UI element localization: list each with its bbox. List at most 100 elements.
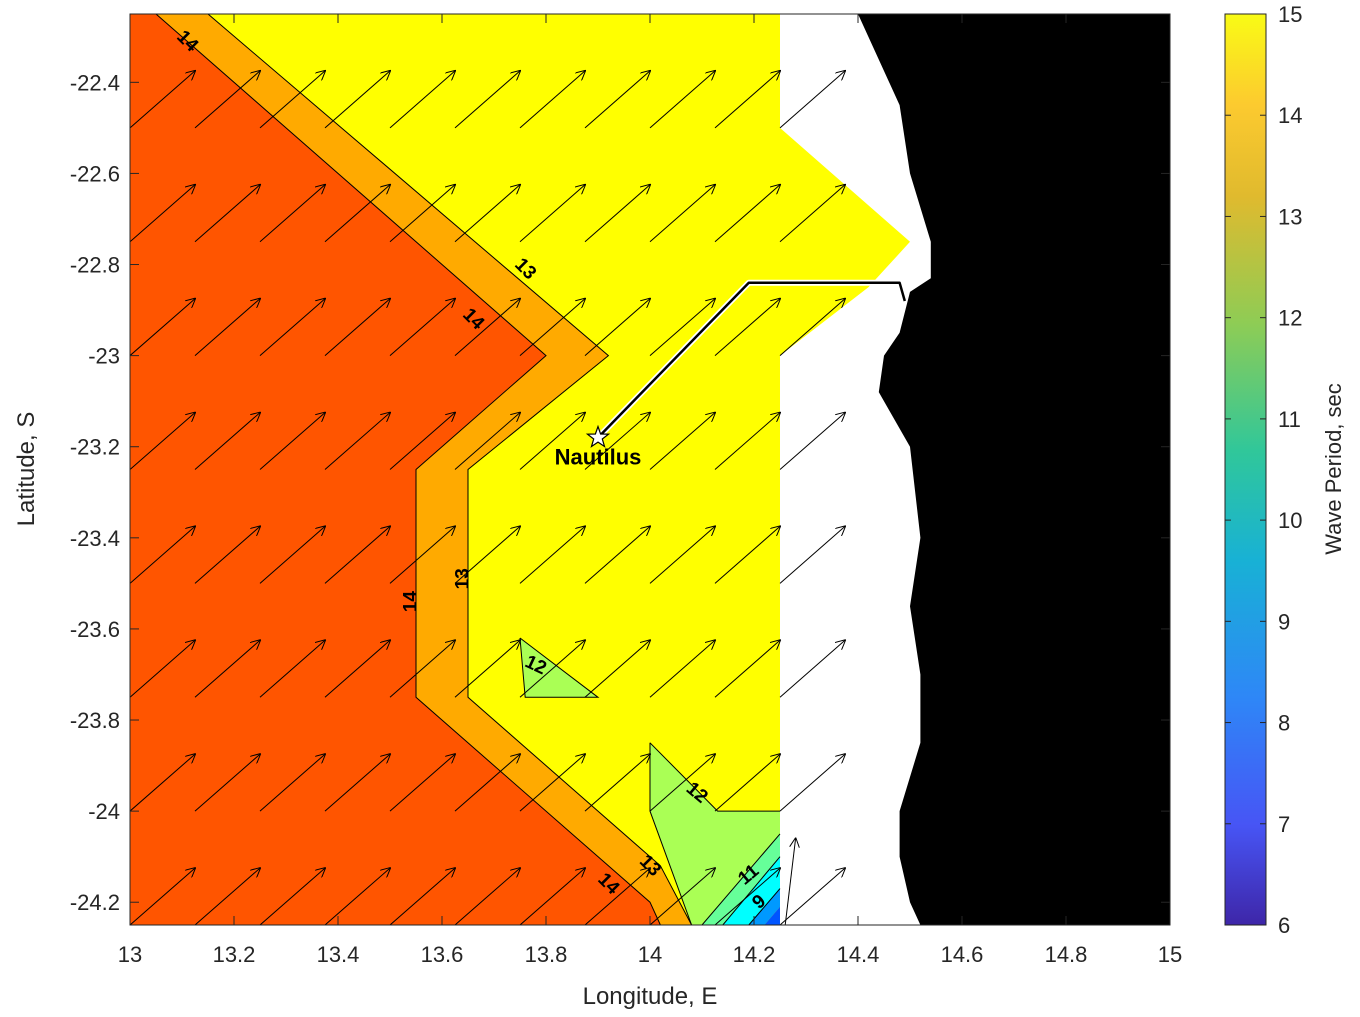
colorbar-tick-label-1: 7	[1278, 812, 1290, 837]
vector-arrow-3-0	[130, 299, 195, 356]
vector-arrow-1-5	[454, 71, 520, 129]
x-tick-label-4: 13.8	[525, 942, 568, 967]
vector-arrow-4-4	[389, 413, 455, 470]
ship-track-layer: Nautilus	[555, 279, 908, 470]
vector-arrow-5-8	[649, 526, 715, 584]
colorbar-tick-label-5: 11	[1278, 407, 1301, 432]
contour-line-12-3	[649, 742, 780, 812]
vector-arrow-1-2	[259, 71, 325, 129]
colorbar-tick-label-7: 13	[1278, 204, 1302, 229]
vector-arrow-3-6	[519, 299, 585, 356]
vector-arrow-4-1	[194, 413, 260, 470]
x-tick-label-0: 13	[118, 942, 142, 967]
contour-line-13-1	[207, 14, 693, 925]
vector-arrow-2-9	[714, 185, 780, 243]
x-tick-label-10: 15	[1158, 942, 1182, 967]
colorbar-tick-label-9: 15	[1278, 2, 1302, 27]
ship-track	[597, 281, 907, 439]
vector-arrow-8-0	[130, 868, 195, 925]
colorbar-tick-label-0: 6	[1278, 913, 1290, 938]
ship-label: Nautilus	[555, 445, 642, 470]
vector-arrow-2-5	[454, 185, 520, 243]
vector-arrow-8-3	[324, 868, 390, 925]
vector-arrow-0-7	[585, 14, 586, 15]
y-axis-label: Latitude, S	[13, 412, 40, 527]
contour-label-4: 14	[400, 591, 421, 613]
vector-arrow-5-0	[130, 526, 195, 584]
x-tick-label-3: 13.6	[421, 942, 464, 967]
vector-arrow-8-6	[519, 868, 585, 925]
vector-arrow-0-3	[325, 14, 326, 15]
region-8	[764, 906, 780, 925]
y-tick-label-5: -23.4	[70, 526, 120, 551]
colorbar: 6 7 8 9 10 11 12 13 14 15 Wave Period, sec	[1224, 2, 1346, 938]
vector-arrow-1-3	[324, 71, 390, 129]
vector-arrow-7-9	[714, 754, 780, 812]
vector-arrow-2-4	[389, 185, 455, 243]
vector-arrow-0-10	[780, 14, 781, 15]
vector-arrow-1-8	[649, 71, 715, 129]
vector-arrow-0-5	[455, 14, 456, 15]
contour-line-14-0	[155, 14, 661, 925]
vector-arrow-0-2	[260, 14, 261, 15]
region-1	[156, 14, 692, 925]
vector-arrow-8-10	[779, 868, 845, 925]
vector-arrow-7-4	[389, 754, 455, 812]
vector-arrow-6-5	[454, 640, 520, 698]
vector-arrow-4-9	[714, 413, 780, 470]
vector-arrow-3-7	[584, 299, 650, 356]
vector-arrow-6-0	[130, 640, 195, 698]
y-tick-label-7: -23.8	[70, 708, 120, 733]
vector-arrow-8-8	[649, 868, 715, 925]
vector-arrow-4-2	[259, 413, 325, 470]
vector-arrow-3-9	[714, 299, 780, 356]
vector-arrow-5-1	[194, 526, 260, 584]
vector-arrow-2-8	[649, 185, 715, 243]
x-axis-label: Longitude, E	[583, 983, 718, 1010]
y-tick-label-3: -23	[88, 344, 120, 369]
vector-arrow-4-6	[519, 413, 585, 470]
x-tick-label-2: 13.4	[317, 942, 360, 967]
land-layer	[858, 14, 1170, 925]
vector-arrow-7-5	[454, 754, 520, 812]
colorbar-tick-label-3: 9	[1278, 609, 1290, 634]
vector-arrow-3-10	[779, 299, 845, 356]
y-tick-label-2: -22.8	[70, 253, 120, 278]
vector-arrow-1-0	[130, 71, 195, 129]
vector-arrow-2-2	[259, 185, 325, 243]
vector-arrow-7-10	[779, 754, 845, 812]
vector-arrow-7-0	[130, 754, 195, 812]
vector-arrow-7-3	[324, 754, 390, 812]
vector-arrow-5-6	[519, 526, 585, 584]
colorbar-tick-label-4: 10	[1278, 508, 1302, 533]
wave-direction-arrows	[130, 14, 845, 925]
vector-arrow-3-8	[649, 299, 715, 356]
region-4	[650, 742, 780, 925]
region-0	[130, 14, 661, 925]
vector-arrow-3-1	[194, 299, 260, 356]
vector-arrow-1-4	[389, 71, 455, 129]
vector-arrow-7-7	[584, 754, 650, 812]
vector-arrow-2-3	[324, 185, 390, 243]
colorbar-tick-label-2: 8	[1278, 711, 1290, 736]
vector-arrow-2-10	[779, 185, 845, 243]
vector-arrow-7-6	[519, 754, 585, 812]
vector-arrow-3-4	[389, 299, 455, 356]
land-mass	[858, 14, 1170, 925]
y-tick-label-8: -24	[88, 799, 120, 824]
vector-arrow-8-1	[194, 868, 260, 925]
vector-arrow-6-8	[649, 640, 715, 698]
vector-arrow-5-10	[779, 526, 845, 584]
vector-arrow-1-10	[779, 71, 845, 129]
vector-arrow-8-9	[714, 868, 780, 925]
vector-arrow-4-0	[130, 413, 195, 470]
y-tick-label-1: -22.6	[70, 161, 120, 186]
y-axis: -22.4 -22.6 -22.8 -23 -23.2 -23.4 -23.6 -23.8 -2…	[70, 70, 1170, 915]
vector-arrow-1-6	[519, 71, 585, 129]
vector-arrow-7-8	[649, 754, 715, 812]
vector-arrow-6-7	[584, 640, 650, 698]
y-tick-label-9: -24.2	[70, 890, 120, 915]
vector-arrow-4-3	[324, 413, 390, 470]
vector-arrow-6-9	[714, 640, 780, 698]
